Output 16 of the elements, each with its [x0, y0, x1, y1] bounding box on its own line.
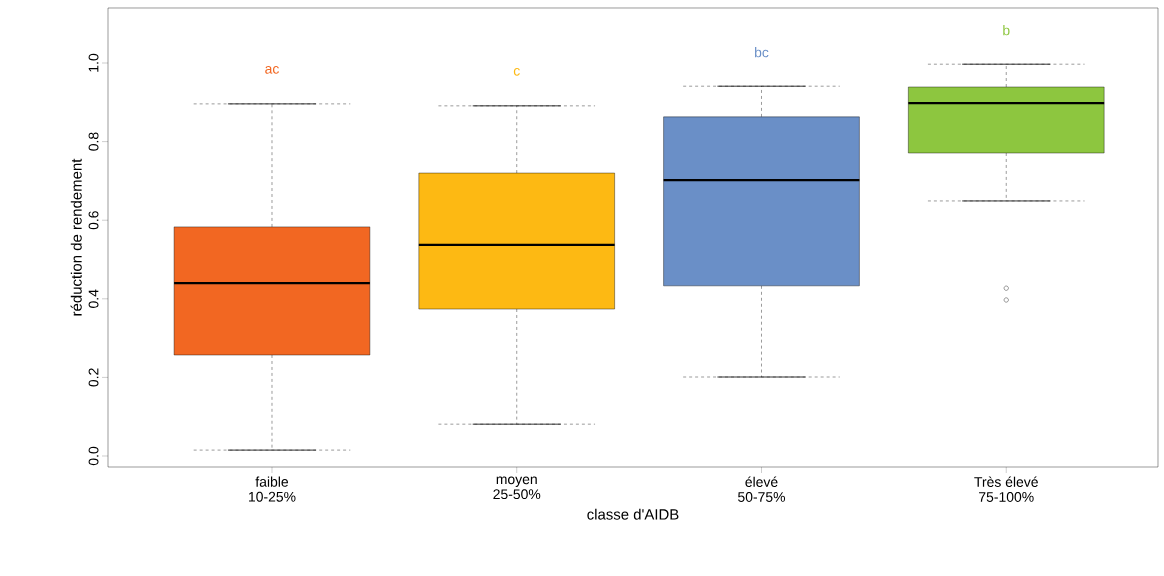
annotation: c [513, 68, 520, 76]
x-axis-title: classe d'AIDB [587, 508, 679, 520]
y-axis-title: réduction de rendement [70, 158, 82, 316]
annotation: b [1003, 25, 1010, 36]
annotation: bc [755, 47, 769, 58]
y-tick-label: 0.4 [88, 289, 99, 308]
y-tick-label: 1.0 [88, 53, 99, 72]
y-tick-label: 0.2 [88, 368, 99, 387]
x-tick-label: Très élevé 75-100% [974, 476, 1038, 502]
y-tick-label: 0.8 [88, 132, 99, 151]
annotation: ac [265, 66, 279, 74]
y-tick-label: 0.6 [88, 211, 99, 230]
x-tick-label: moyen 25-50% [493, 476, 541, 500]
x-tick-label: élevé 50-75% [738, 476, 786, 502]
x-tick-label: faible 10-25% [249, 476, 296, 502]
y-tick-label: 0.0 [88, 446, 99, 466]
